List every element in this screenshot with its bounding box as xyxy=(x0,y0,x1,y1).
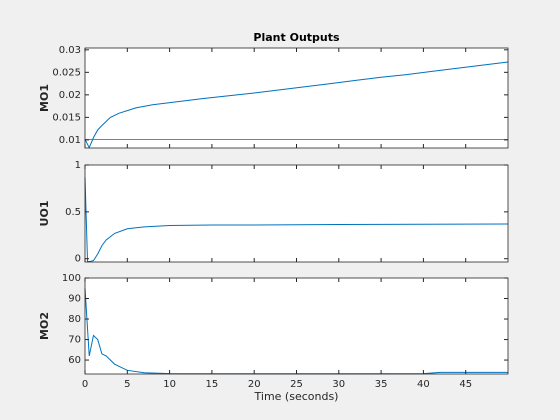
y-axis-label: MO1 xyxy=(38,84,51,112)
x-tick-label: 20 xyxy=(248,379,261,390)
y-tick-label: 1 xyxy=(75,160,81,171)
y-axis-label: UO1 xyxy=(38,201,51,227)
x-axis-label: Time (seconds) xyxy=(254,390,339,403)
axes xyxy=(85,165,508,262)
axes-box xyxy=(84,47,509,149)
axes-box xyxy=(84,164,509,263)
y-tick-label: 0.025 xyxy=(52,67,81,78)
x-tick-label: 25 xyxy=(290,379,303,390)
y-tick-label: 0.015 xyxy=(52,112,81,123)
x-tick-label: 10 xyxy=(163,379,176,390)
x-tick-label: 45 xyxy=(459,379,472,390)
axes-box xyxy=(84,277,509,375)
y-tick-label: 0.02 xyxy=(59,90,81,101)
y-tick-label: 80 xyxy=(68,314,81,325)
axes xyxy=(85,48,508,148)
axes xyxy=(85,278,508,374)
y-tick-label: 90 xyxy=(68,294,81,305)
y-tick-label: 60 xyxy=(68,355,81,366)
line-series xyxy=(84,177,509,263)
x-tick-label: 0 xyxy=(82,379,88,390)
y-tick-label: 70 xyxy=(68,335,81,346)
x-tick-label: 15 xyxy=(206,379,219,390)
y-tick-label: 100 xyxy=(62,273,81,284)
x-tick-label: 5 xyxy=(124,379,130,390)
x-tick-label: 30 xyxy=(332,379,345,390)
y-tick-label: 0 xyxy=(75,254,81,265)
y-tick-label: 0.03 xyxy=(59,45,81,56)
x-tick-label: 35 xyxy=(375,379,388,390)
y-axis-label: MO2 xyxy=(38,312,51,340)
x-tick-label: 40 xyxy=(417,379,430,390)
y-tick-label: 0.5 xyxy=(65,207,81,218)
y-tick-label: 0.01 xyxy=(59,135,81,146)
line-series xyxy=(84,61,509,149)
chart-title: Plant Outputs xyxy=(253,31,340,44)
